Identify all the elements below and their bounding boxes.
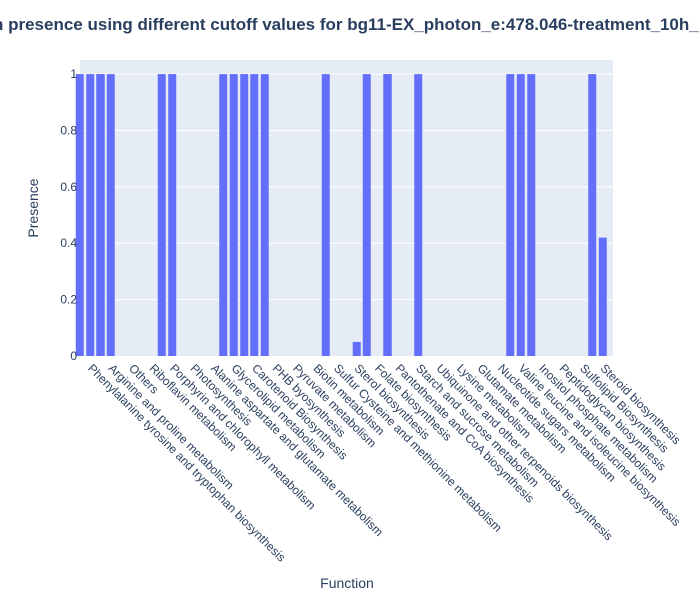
bar: [506, 74, 515, 356]
y-tick-label: 0.8: [60, 123, 77, 137]
bar: [414, 74, 423, 356]
bars: [75, 74, 607, 356]
bar: [260, 74, 269, 356]
y-tick-label: 0: [70, 349, 77, 363]
bar: [588, 74, 597, 356]
bar: [229, 74, 238, 356]
x-axis-title: Function: [320, 575, 374, 591]
bar: [362, 74, 371, 356]
y-tick-label: 0.6: [60, 180, 77, 194]
x-tick-labels: Phenylalanine tyrosine and tryptophan bi…: [85, 361, 683, 564]
bar: [75, 74, 84, 356]
bar: [106, 74, 115, 356]
bar: [250, 74, 259, 356]
bar: [96, 74, 105, 356]
bar: [219, 74, 228, 356]
y-tick-label: 0.2: [60, 293, 77, 307]
chart-title: n presence using different cutoff values…: [0, 15, 699, 34]
y-axis-title: Presence: [25, 178, 41, 237]
bar: [383, 74, 392, 356]
bar: [168, 74, 177, 356]
y-tick-label: 1: [70, 67, 77, 81]
bar: [86, 74, 95, 356]
y-tick-labels: 0 0.2 0.4 0.6 0.8 1: [60, 67, 77, 363]
bar: [516, 74, 525, 356]
y-tick-label: 0.4: [60, 236, 77, 250]
bar: [352, 341, 361, 356]
bar: [598, 237, 607, 356]
bar: [240, 74, 249, 356]
bar: [321, 74, 330, 356]
bar: [157, 74, 166, 356]
bar: [527, 74, 536, 356]
